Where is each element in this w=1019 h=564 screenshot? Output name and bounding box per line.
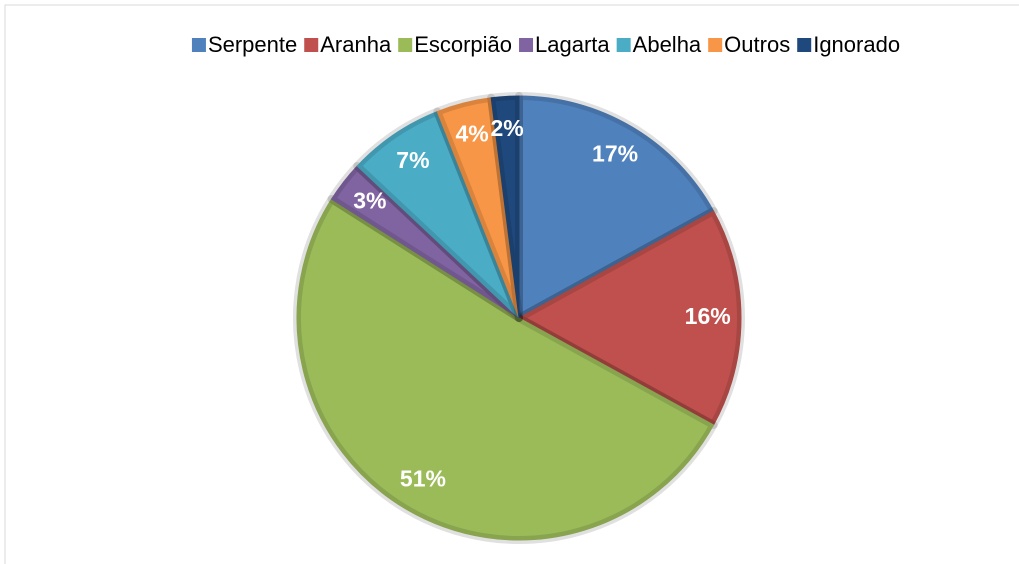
pie-slice — [517, 210, 742, 426]
legend-swatch — [708, 38, 723, 52]
legend-swatch — [616, 38, 631, 52]
legend-swatch — [304, 38, 319, 52]
data-label: 4% — [455, 120, 488, 146]
legend-swatch — [797, 38, 812, 52]
data-label: 3% — [353, 187, 386, 213]
legend-swatch — [519, 38, 534, 52]
legend-label: Ignorado — [813, 32, 900, 57]
legend: Serpente Aranha Escorpião Lagarta Abelha Outr… — [191, 32, 900, 57]
legend-label: Serpente — [208, 32, 297, 57]
data-label: 7% — [396, 147, 429, 173]
pie-slice — [490, 95, 520, 319]
legend-label: Lagarta — [535, 32, 610, 57]
data-label: 17% — [592, 141, 638, 167]
slice-bevel — [293, 195, 718, 544]
slice-bevel — [515, 207, 745, 429]
legend-label: Outros — [724, 32, 790, 57]
legend-label: Escorpião — [414, 32, 512, 57]
legend-label: Abelha — [633, 32, 702, 57]
slice-bevel — [515, 92, 718, 322]
data-label: 51% — [400, 466, 446, 492]
pie-slice — [296, 198, 715, 541]
legend-swatch — [191, 38, 206, 52]
slice-bevel — [487, 92, 523, 322]
chart-frame — [4, 4, 1019, 564]
data-label: 2% — [491, 115, 524, 141]
legend-label: Aranha — [320, 32, 392, 57]
legend-swatch — [398, 38, 413, 52]
pie-slice — [518, 95, 715, 319]
data-label: 16% — [685, 303, 731, 329]
